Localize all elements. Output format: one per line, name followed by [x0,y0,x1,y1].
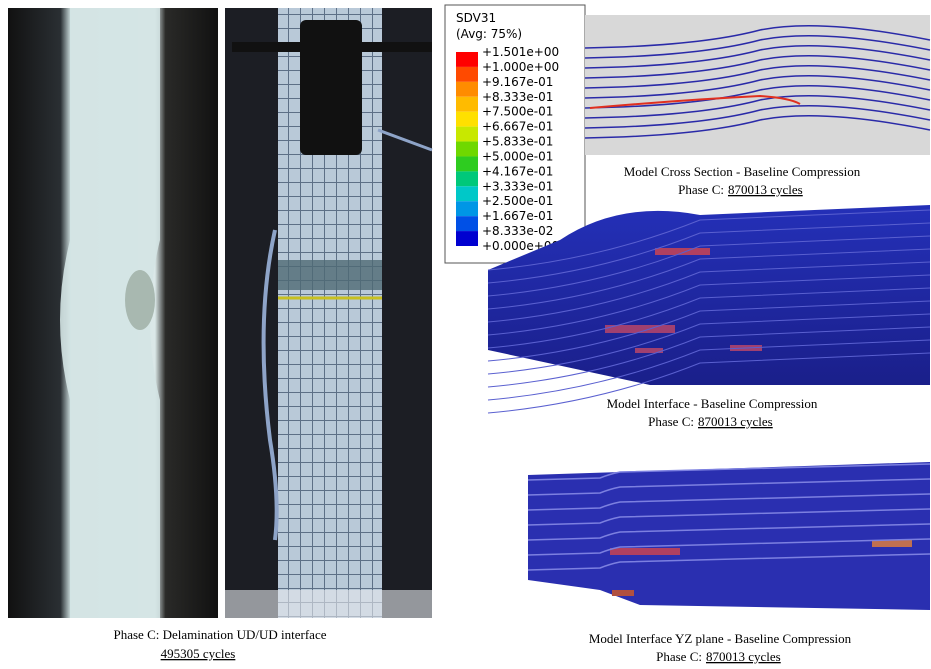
legend-label: +4.167e-01 [482,164,553,178]
legend-label: +7.500e-01 [482,105,553,119]
legend-label: +8.333e-01 [482,90,553,104]
legend-swatch [456,201,478,216]
legend: SDV31 (Avg: 75%) +1.501e+00+1.000e+00+9.… [445,5,585,263]
legend-label: +3.333e-01 [482,179,553,193]
legend-swatch [456,231,478,246]
legend-label: +8.333e-02 [482,224,553,238]
photo-caption: Phase C: Delamination UD/UD interface [114,627,327,642]
model-title: Model Cross Section - Baseline Compressi… [624,164,861,179]
model-title: Model Interface YZ plane - Baseline Comp… [589,631,852,646]
legend-swatch [456,52,478,67]
legend-label: +5.000e-01 [482,149,553,163]
legend-swatch [456,156,478,171]
model-interface-yz [528,462,930,610]
legend-label: +6.667e-01 [482,120,553,134]
page: Phase C: Delamination UD/UD interface 49… [0,0,931,669]
legend-label: +2.500e-01 [482,194,553,208]
legend-subtitle: (Avg: 75%) [456,27,522,41]
specimen-photo-1 [8,8,218,618]
legend-swatch [456,216,478,231]
model-cycles: 870013 cycles [698,414,773,429]
model-cycles: 870013 cycles [706,649,781,664]
figure: Phase C: Delamination UD/UD interface 49… [0,0,931,669]
legend-label: +1.000e+00 [482,60,559,74]
legend-swatch [456,97,478,112]
legend-swatch [456,186,478,201]
model-phase: Phase C: [648,414,694,429]
legend-swatch [456,142,478,157]
model-cycles: 870013 cycles [728,182,803,197]
legend-title: SDV31 [456,11,496,25]
legend-swatch [456,171,478,186]
legend-label: +1.667e-01 [482,209,553,223]
model-phase: Phase C: [656,649,702,664]
legend-label: +5.833e-01 [482,135,553,149]
legend-swatch [456,67,478,82]
legend-label: +9.167e-01 [482,75,553,89]
legend-swatch [456,82,478,97]
model-phase: Phase C: [678,182,724,197]
legend-swatch [456,112,478,127]
legend-label: +1.501e+00 [482,45,559,59]
legend-swatch [456,127,478,142]
model-title: Model Interface - Baseline Compression [607,396,818,411]
photo-cycles: 495305 cycles [161,646,236,661]
model-cross-section [585,15,930,155]
specimen-photo-2 [225,8,432,618]
